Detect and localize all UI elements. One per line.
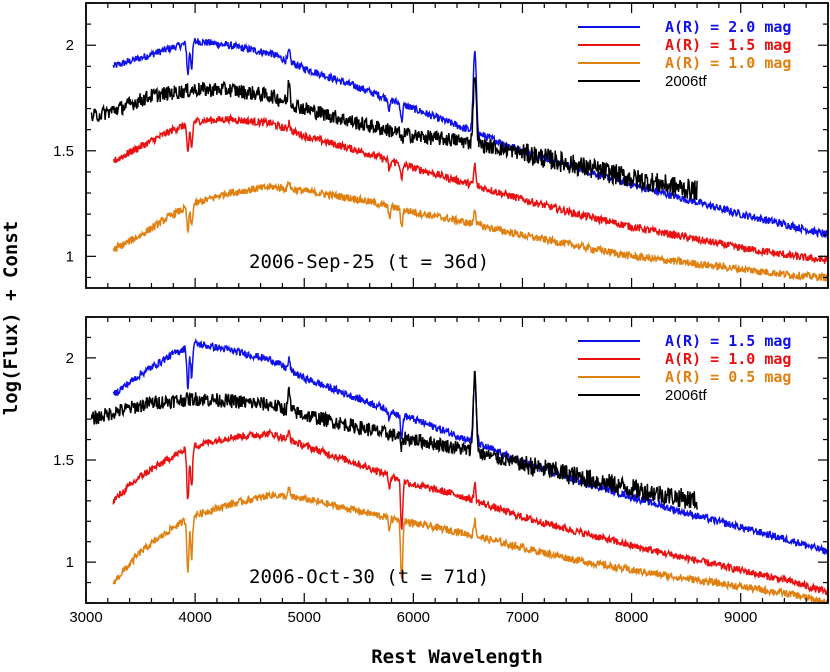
y-tick-label: 2 — [66, 350, 74, 367]
y-axis-title: log(Flux) + Const — [0, 221, 22, 415]
x-axis-title: Rest Wavelength — [371, 646, 543, 668]
epoch-label: 2006-Sep-25 (t = 36d) — [249, 251, 489, 273]
x-tick-label: 3000 — [69, 609, 102, 626]
series-line-a-r-0-5-mag — [112, 486, 828, 603]
legend-label: 2006tf — [665, 387, 708, 404]
x-tick-label: 5000 — [288, 609, 321, 626]
legend-label: A(R) = 1.5 mag — [665, 332, 791, 350]
x-tick-label: 6000 — [397, 609, 430, 626]
x-tick-label: 8000 — [615, 609, 648, 626]
y-tick-label: 1.5 — [53, 143, 74, 160]
panel-1-series — [90, 37, 828, 282]
series-line-a-r-1-5-mag — [112, 337, 828, 556]
legend-label: 2006tf — [665, 73, 708, 90]
x-tick-label: 7000 — [506, 609, 539, 626]
series-line-a-r-2-0-mag — [112, 37, 828, 239]
series-line-2006tf — [90, 370, 698, 510]
legend-label: A(R) = 2.0 mag — [665, 18, 791, 36]
series-line-a-r-1-0-mag — [112, 427, 828, 596]
series-line-a-r-1-0-mag — [112, 181, 828, 282]
series-line-2006tf — [90, 77, 698, 201]
panel-2-series — [90, 337, 828, 603]
y-tick-label: 1 — [66, 554, 74, 571]
panel-2: 1 1.5 2 3000 4000 5000 6000 7000 8000 9000 A(R) = … — [53, 316, 829, 626]
legend-label: A(R) = 1.0 mag — [665, 350, 791, 368]
y-tick-label: 1.5 — [53, 452, 74, 469]
legend-label: A(R) = 1.0 mag — [665, 54, 791, 72]
epoch-label: 2006-Oct-30 (t = 71d) — [249, 566, 489, 588]
legend-label: A(R) = 1.5 mag — [665, 36, 791, 54]
legend-label: A(R) = 0.5 mag — [665, 368, 791, 386]
x-tick-label: 9000 — [724, 609, 757, 626]
y-tick-label: 1 — [66, 248, 74, 265]
y-tick-label: 2 — [66, 37, 74, 54]
series-line-a-r-1-5-mag — [113, 113, 828, 264]
x-tick-label: 4000 — [178, 609, 211, 626]
